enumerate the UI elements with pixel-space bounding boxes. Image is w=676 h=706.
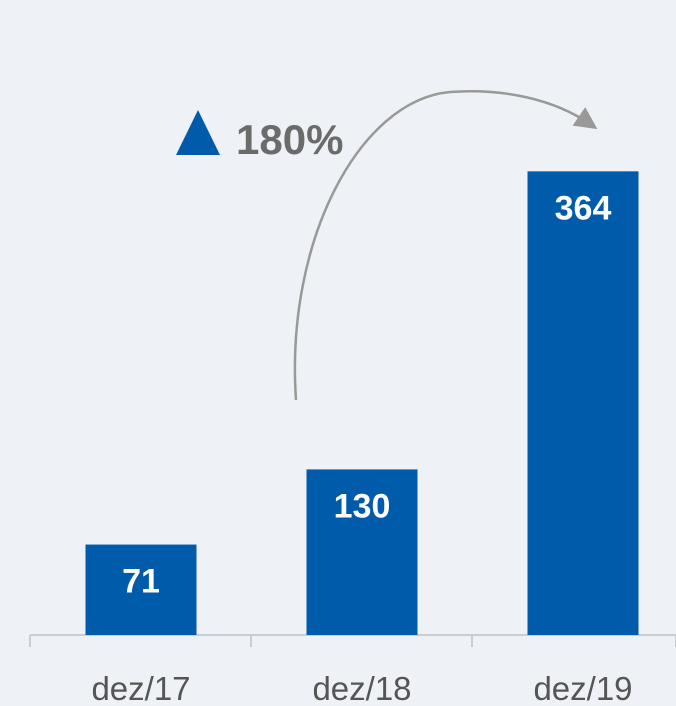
data-label-dez-17: 71 — [122, 563, 160, 601]
bar-dez-19 — [527, 171, 639, 636]
bar-dez-17 — [85, 544, 197, 635]
data-labels-layer: 71 130 364 — [122, 189, 611, 600]
data-label-dez-19: 364 — [555, 189, 612, 227]
growth-percentage: 180% — [236, 116, 343, 163]
growth-annotation: 180% — [176, 90, 598, 401]
data-label-dez-18: 130 — [334, 487, 391, 525]
x-tick-label-dez-18: dez/18 — [312, 670, 411, 706]
x-ticks-layer: dez/17 dez/18 dez/19 — [29, 635, 676, 706]
up-triangle-icon — [176, 110, 220, 155]
x-tick-label-dez-19: dez/19 — [533, 670, 632, 706]
x-tick-label-dez-17: dez/17 — [91, 670, 190, 706]
bars-layer — [85, 171, 639, 636]
bar-dez-18 — [306, 469, 418, 635]
growth-arrow — [293, 90, 598, 401]
